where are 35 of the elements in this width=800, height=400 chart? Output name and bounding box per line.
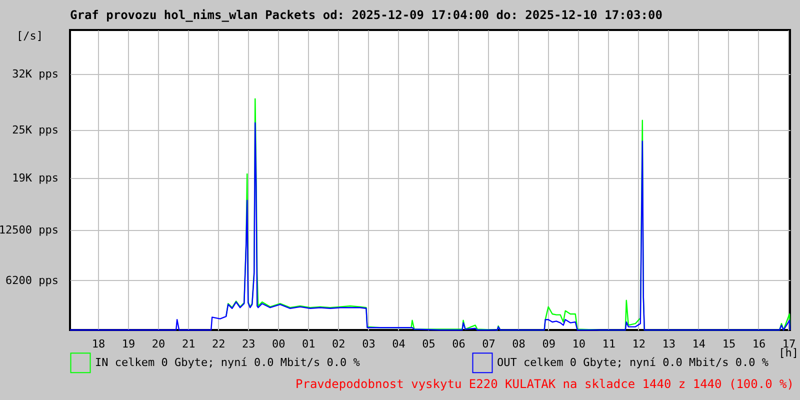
x-tick-label: 23 xyxy=(242,338,256,350)
x-tick-label: 11 xyxy=(602,338,616,350)
x-tick-label: 10 xyxy=(572,338,586,350)
x-tick-label: 04 xyxy=(392,338,406,350)
line-series xyxy=(69,122,791,331)
chart-title: Graf provozu hol_nims_wlan Packets od: 2025-12-09 17:04:00 do: 2025-12-10 17:03:00 xyxy=(70,8,662,22)
x-tick-label: 15 xyxy=(722,338,736,350)
x-tick-label: 22 xyxy=(212,338,226,350)
x-tick-label: 20 xyxy=(152,338,166,350)
y-tick-label: 12500 pps xyxy=(0,224,58,236)
x-tick-label: 01 xyxy=(302,338,316,350)
x-axis-title: [h] xyxy=(778,346,798,360)
x-tick-label: 06 xyxy=(452,338,466,350)
x-tick-label: 19 xyxy=(122,338,136,350)
x-tick-label: 18 xyxy=(92,338,106,350)
y-axis-title: [/s] xyxy=(16,30,43,42)
x-tick-label: 03 xyxy=(362,338,376,350)
x-tick-label: 07 xyxy=(482,338,496,350)
legend-label: IN celkem 0 Gbyte; nyní 0.0 Mbit/s 0.0 % xyxy=(95,356,360,369)
x-tick-label: 08 xyxy=(512,338,526,350)
x-tick-label: 13 xyxy=(662,338,676,350)
x-tick-label: 02 xyxy=(332,338,346,350)
x-tick-label: 12 xyxy=(632,338,646,350)
legend-label: OUT celkem 0 Gbyte; nyní 0.0 Mbit/s 0.0 % xyxy=(497,356,769,369)
text: Pravdepodobnost vyskytu E220 KULATAK na skladce 1440 z 1440 (100.0 %) xyxy=(296,377,794,391)
y-tick-label: 32K pps xyxy=(12,68,58,80)
x-tick-label: 16 xyxy=(752,338,766,350)
y-tick-label: 19K pps xyxy=(12,172,58,184)
x-tick-label: 05 xyxy=(422,338,436,350)
y-tick-label: 6200 pps xyxy=(6,274,58,287)
x-tick-label: 09 xyxy=(542,338,556,350)
x-tick-label: 14 xyxy=(692,338,706,350)
y-tick-label: 25K pps xyxy=(12,124,58,136)
x-tick-label: 00 xyxy=(272,338,286,350)
x-tick-label: 21 xyxy=(182,338,196,350)
